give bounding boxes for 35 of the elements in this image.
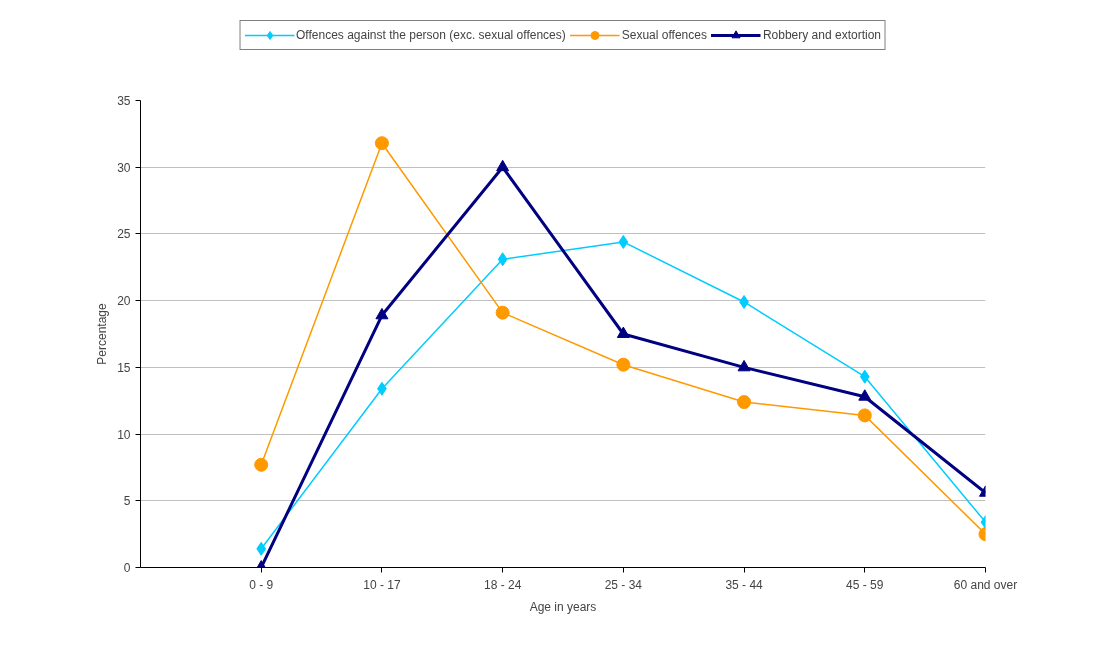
point — [496, 159, 510, 172]
x-tick-label: 45 - 59 — [846, 577, 884, 592]
point — [858, 389, 872, 401]
y-tick-label: 30 — [117, 160, 131, 175]
y-tick-label: 25 — [117, 227, 131, 242]
point — [374, 136, 389, 151]
x-tick-label: 10 - 17 — [363, 577, 401, 592]
y-tick-label: 15 — [117, 360, 131, 375]
point — [857, 408, 872, 423]
y-tick-label: 0 — [123, 561, 131, 575]
point — [256, 541, 267, 556]
x-tick-label: 0 - 9 — [249, 577, 274, 592]
x-tick-label: 35 - 44 — [725, 577, 764, 592]
point — [375, 307, 389, 320]
point — [737, 359, 751, 372]
point — [497, 252, 508, 267]
legend-label: Robbery and extortion — [762, 28, 881, 42]
legend-label: Offences against the person (exc. sexual offences) — [296, 28, 566, 42]
x-tick-label: 25 - 34 — [604, 577, 643, 592]
y-tick-label: 10 — [117, 427, 131, 442]
point — [495, 305, 510, 320]
legend-label: Sexual offences — [621, 28, 707, 42]
point — [616, 326, 630, 338]
point — [859, 369, 870, 384]
y-tick-label: 35 — [117, 94, 131, 108]
point — [618, 234, 629, 249]
y-tick-label: 5 — [123, 494, 131, 509]
point — [737, 395, 752, 410]
x-tick-label: 18 - 24 — [483, 577, 522, 592]
y-tick-label: 20 — [117, 294, 131, 309]
point — [616, 357, 631, 372]
x-tick-label: 60 and over — [953, 577, 1018, 592]
x-axis-title: Age in years — [529, 599, 597, 614]
y-axis-title: Percentage — [95, 302, 110, 365]
point — [254, 457, 269, 472]
